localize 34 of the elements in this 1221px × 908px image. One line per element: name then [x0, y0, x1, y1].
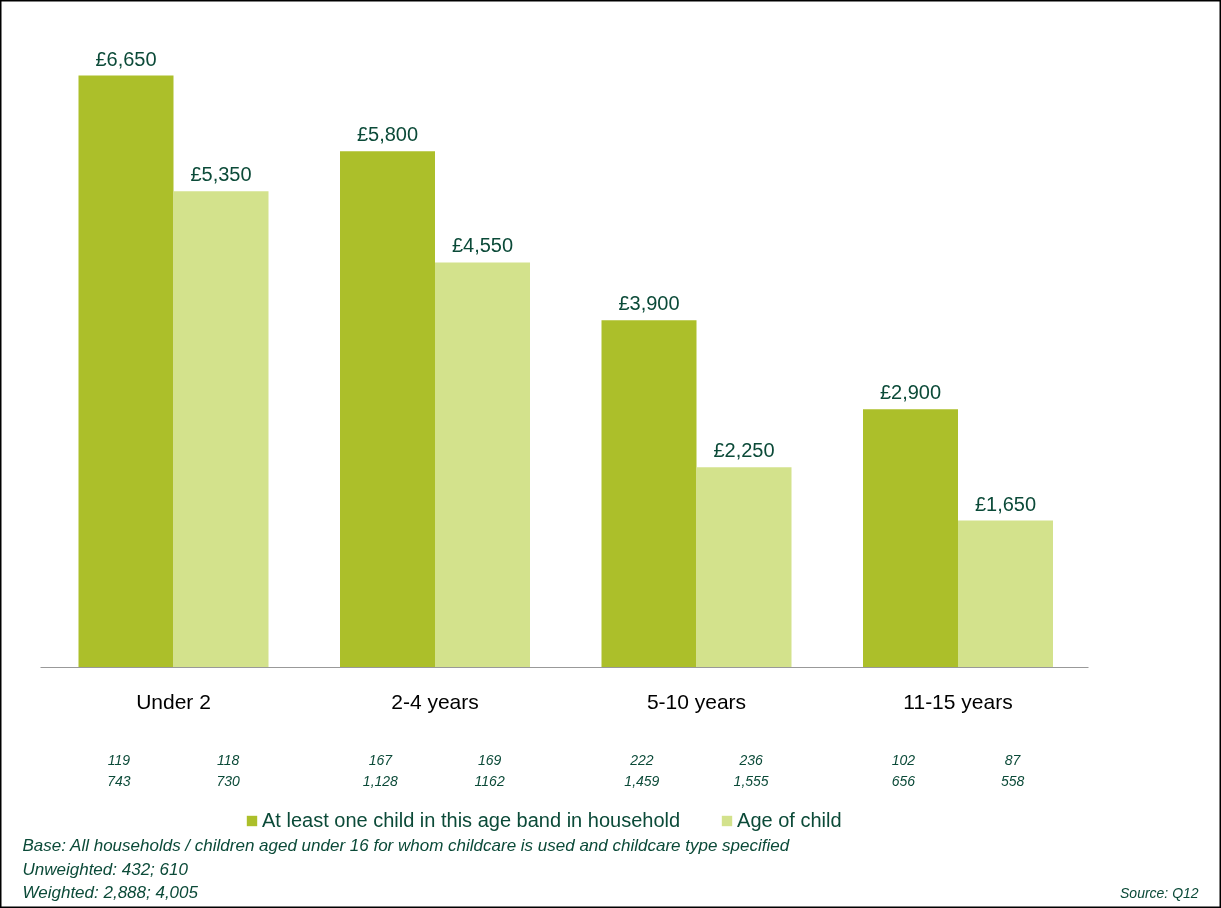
text: 222 1,459	[624, 751, 660, 790]
bar	[78, 75, 174, 668]
text: 169 1162	[474, 751, 505, 790]
text: Weighted: 2,888; 4,005	[22, 883, 199, 902]
text: 118 730	[216, 751, 241, 790]
legend-label: Age of child	[737, 809, 842, 832]
x-tick-label: Under 2	[136, 690, 211, 713]
bar	[435, 262, 530, 668]
x-tick-label: 2-4 years	[391, 690, 479, 713]
text: 167 1,128	[362, 751, 399, 790]
bar	[601, 320, 697, 668]
text: 119 743	[107, 751, 131, 790]
source-note: Source: Q12	[1120, 884, 1199, 901]
data-label: £1,650	[974, 492, 1037, 515]
text: 236 1,555	[733, 751, 769, 790]
legend-label: At least one child in this age band in household	[262, 809, 681, 832]
x-tick-label: 11-15 years	[903, 690, 1013, 713]
data-label: £5,800	[356, 123, 419, 146]
text: 87 558	[1000, 751, 1025, 790]
bar	[958, 520, 1053, 668]
data-label: £6,650	[95, 47, 157, 70]
bar	[696, 467, 792, 668]
data-label: £2,900	[879, 381, 942, 404]
text: 102 656	[891, 751, 916, 790]
bar	[340, 151, 435, 668]
x-tick-label: 5-10 years	[646, 690, 747, 713]
bar	[173, 191, 269, 668]
text: Base: All households / children aged under 16 for whom childcare is used and childcare type specified	[22, 836, 790, 855]
data-label: £2,250	[713, 439, 775, 462]
data-label: £3,900	[618, 292, 680, 315]
data-label: £5,350	[190, 163, 252, 186]
bar	[863, 409, 958, 668]
data-label: £4,550	[451, 234, 514, 257]
text: Unweighted: 432; 610	[22, 859, 189, 879]
